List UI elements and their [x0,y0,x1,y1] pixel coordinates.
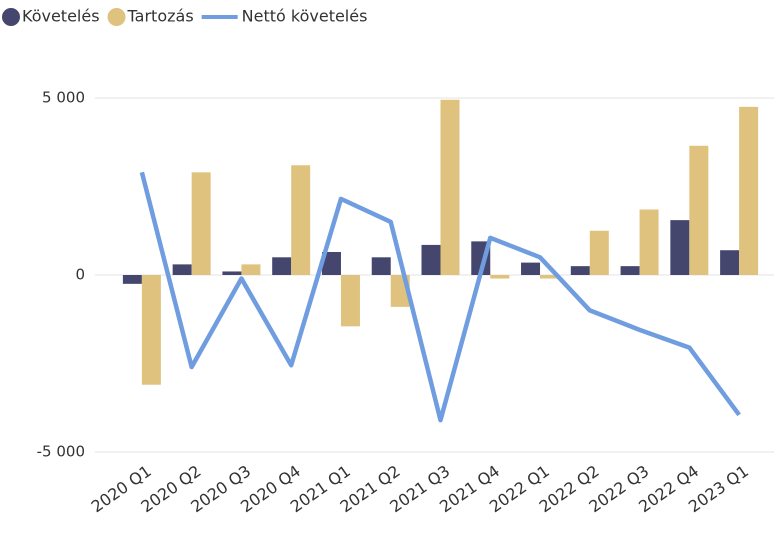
bar [689,145,709,275]
legend-label: Nettó követelés [242,7,368,26]
bar [272,257,292,275]
bar [670,220,690,275]
bar [490,275,510,279]
bar [222,271,242,275]
bar [720,250,740,275]
bar [620,266,640,275]
legend-item: Követelés [2,7,100,26]
legend-item: Nettó követelés [201,7,368,26]
bar [340,275,360,327]
legend-label: Tartozás [127,7,194,26]
bar [521,262,541,275]
bar [191,172,211,275]
y-tick-label: 5 000 [42,89,85,107]
bar [639,209,659,275]
legend-item: Tartozás [107,7,194,26]
legend-swatch [107,8,126,26]
y-tick-label: 0 [75,266,85,284]
legend-label: Követelés [22,7,100,26]
bar [371,257,391,275]
bar [122,275,142,284]
bar [589,230,609,275]
bar [421,244,441,275]
bar [570,266,590,275]
bar [241,264,261,275]
bar [440,99,460,276]
y-tick-label: -5 000 [37,443,85,461]
legend-swatch [2,8,20,26]
bar [540,275,560,279]
bar [291,165,311,275]
bar [739,106,759,275]
line [139,171,741,423]
bar [321,251,341,275]
bar [172,264,192,275]
bar [141,275,161,385]
